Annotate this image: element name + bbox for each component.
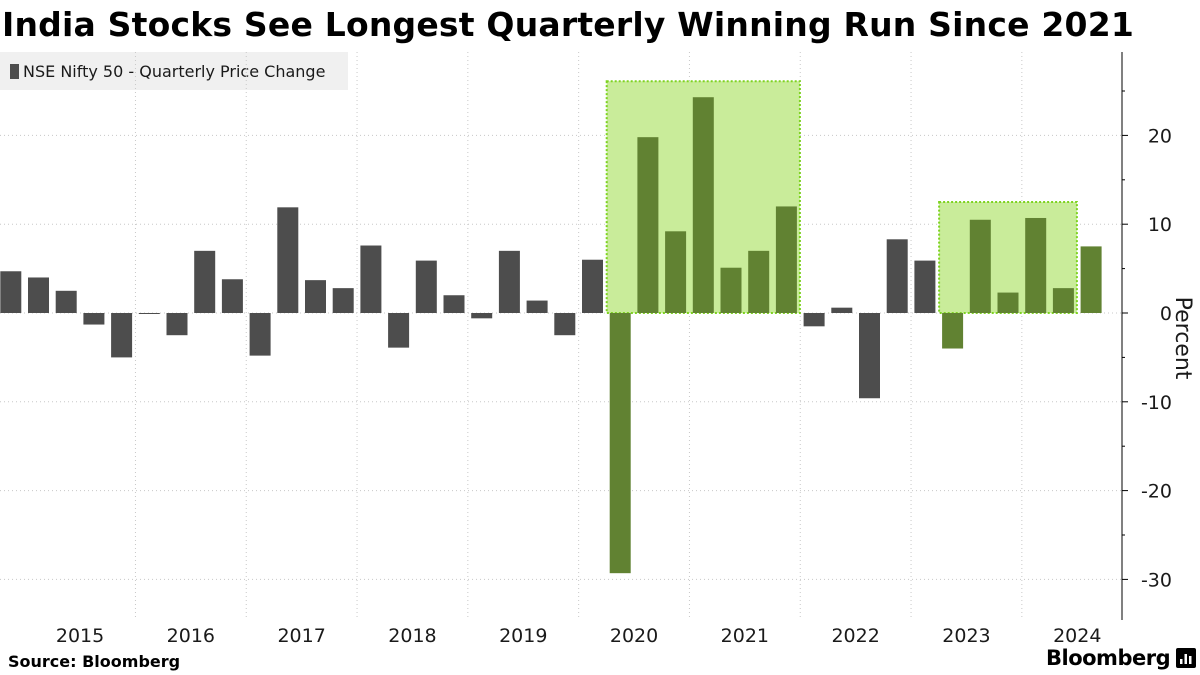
bar-2019-Q4 — [554, 313, 576, 336]
bar-2024-Q2 — [1052, 288, 1074, 313]
y-tick-label: 0 — [1160, 303, 1172, 325]
y-axis: 20 10 0 -10 -20 -30 Percent — [1121, 52, 1195, 620]
bar-2021-Q1 — [692, 97, 714, 313]
bar-2022-Q3 — [859, 313, 880, 399]
bar-2018-Q1 — [360, 245, 382, 313]
y-axis-title: Percent — [1170, 297, 1195, 380]
bar-2022-Q2 — [831, 307, 853, 313]
bar-2019-Q2 — [498, 250, 520, 313]
bar-2017-Q1 — [249, 313, 271, 356]
bar-2016-Q2 — [166, 313, 188, 336]
bar-2015-Q2 — [55, 290, 77, 313]
legend-swatch — [10, 63, 19, 79]
x-tick-label: 2022 — [831, 625, 879, 647]
x-tick-label: 2019 — [499, 625, 547, 647]
y-tick-label: -30 — [1141, 569, 1172, 591]
legend: NSE Nifty 50 - Quarterly Price Change — [0, 52, 348, 90]
y-tick-label: -10 — [1141, 392, 1172, 414]
bar-2020-Q2 — [609, 313, 631, 574]
y-tick-label: 20 — [1148, 125, 1172, 147]
chart-title: India Stocks See Longest Quarterly Winni… — [2, 5, 1135, 44]
x-tick-label: 2023 — [942, 625, 990, 647]
bar-2018-Q4 — [443, 295, 465, 313]
bloomberg-chart-icon — [1176, 648, 1197, 668]
bar-2018-Q2 — [388, 313, 410, 348]
y-tick-label: -20 — [1141, 481, 1172, 503]
bar-2023-Q2 — [942, 313, 964, 349]
bar-2021-Q4 — [775, 206, 797, 313]
bar-2016-Q4 — [221, 279, 243, 313]
bar-2018-Q3 — [415, 260, 437, 313]
bar-2020-Q4 — [665, 231, 687, 313]
bar-2023-Q4 — [997, 292, 1019, 313]
bar-2019-Q1 — [471, 313, 493, 319]
x-tick-label: 2018 — [388, 625, 436, 647]
x-tick-label: 2021 — [721, 625, 769, 647]
bloomberg-logo: Bloomberg — [1046, 646, 1197, 670]
bar-2015-Q3 — [83, 313, 105, 325]
y-tick-label: 10 — [1148, 214, 1172, 236]
bar-2023-Q1 — [914, 260, 936, 313]
bar-2023-Q3 — [969, 219, 991, 313]
bar-2016-Q1 — [138, 313, 160, 314]
bar-2022-Q1 — [803, 313, 825, 327]
x-tick-label: 2020 — [610, 625, 658, 647]
source-note: Source: Bloomberg — [8, 652, 181, 671]
bar-2020-Q1 — [582, 259, 603, 313]
x-tick-label: 2024 — [1053, 625, 1101, 647]
bar-2022-Q4 — [886, 239, 908, 313]
bar-2015-Q4 — [111, 313, 133, 358]
legend-label: NSE Nifty 50 - Quarterly Price Change — [23, 61, 326, 81]
bars — [0, 97, 1102, 574]
bar-2017-Q4 — [332, 288, 354, 313]
bar-2019-Q3 — [526, 300, 548, 313]
brand-wordmark: Bloomberg — [1046, 646, 1171, 670]
bar-leading — [0, 271, 22, 313]
x-axis: 2015 2016 2017 2018 2019 2020 2021 2022 2023 2024 — [56, 625, 1102, 647]
x-tick-label: 2017 — [277, 625, 325, 647]
bar-2016-Q3 — [194, 250, 216, 313]
bar-2015-Q1 — [28, 277, 49, 313]
x-tick-label: 2016 — [167, 625, 215, 647]
bar-2021-Q2 — [720, 267, 742, 313]
bar-2020-Q3 — [637, 137, 659, 313]
x-tick-label: 2015 — [56, 625, 104, 647]
bar-trailing — [1080, 246, 1102, 313]
bar-2024-Q1 — [1025, 217, 1047, 313]
bar-2021-Q3 — [748, 250, 770, 313]
bar-2017-Q3 — [305, 280, 326, 313]
bar-2017-Q2 — [277, 207, 299, 313]
